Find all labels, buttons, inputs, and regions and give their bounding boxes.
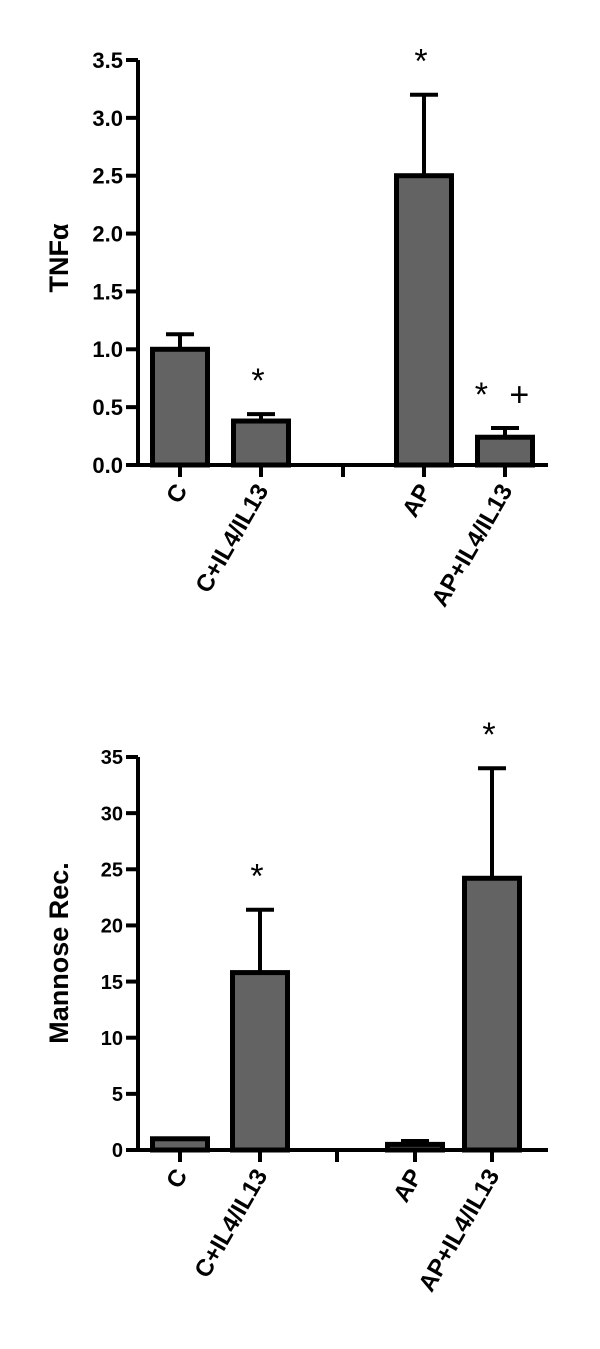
category-label: C: [161, 480, 193, 509]
category-label: C: [161, 1165, 193, 1194]
y-tick-label: 2.5: [92, 164, 123, 189]
y-tick-label: 5: [112, 1084, 123, 1106]
significance-marker: *: [482, 716, 501, 754]
y-tick-label: 3.5: [92, 48, 123, 73]
bar-1: [150, 346, 210, 468]
y-tick-label: 30: [101, 803, 123, 825]
significance-marker: *: [251, 362, 270, 400]
category-label: C+IL4/IL13: [190, 480, 274, 598]
y-tick-label: 15: [101, 972, 123, 994]
category-label: AP: [388, 1165, 428, 1207]
category-label: AP+IL4/IL13: [426, 480, 518, 612]
bar-3: [385, 1141, 445, 1153]
chart-1: 0.0 0.5 1.0 1.5 2.0 2.5 3.0 3.5 TNFα C * C+IL4/IL13…: [44, 43, 548, 612]
bar-4: [462, 875, 522, 1153]
significance-marker: *: [250, 858, 269, 896]
y-tick-label: 0.0: [92, 453, 123, 478]
bar-4: [475, 434, 535, 468]
chart-2: 0 5 10 15 20 25 30 35 Mannose Rec. C * C+IL4/IL13 AP…: [44, 716, 548, 1296]
category-label: AP+IL4/IL13: [413, 1165, 505, 1297]
y-tick-label: 0: [112, 1140, 123, 1162]
bar-2: [230, 970, 290, 1153]
significance-marker: *: [414, 43, 433, 81]
bar-3: [394, 173, 454, 468]
significance-marker: * +: [475, 376, 536, 414]
y-tick-label: 0.5: [92, 395, 123, 420]
y-tick-label: 10: [101, 1028, 123, 1050]
y-tick-label: 2.0: [92, 221, 123, 246]
y-axis-label: Mannose Rec.: [44, 862, 74, 1044]
y-tick-label: 1.5: [92, 279, 123, 304]
y-tick-label: 35: [101, 747, 123, 769]
bar-2: [231, 418, 291, 468]
bar-1: [150, 1136, 210, 1153]
category-label: AP: [397, 480, 437, 522]
category-label: C+IL4/IL13: [189, 1165, 273, 1283]
y-tick-label: 25: [101, 859, 123, 881]
y-axis-label: TNFα: [44, 223, 74, 292]
y-tick-label: 20: [101, 916, 123, 938]
y-tick-label: 3.0: [92, 106, 123, 131]
y-tick-label: 1.0: [92, 337, 123, 362]
